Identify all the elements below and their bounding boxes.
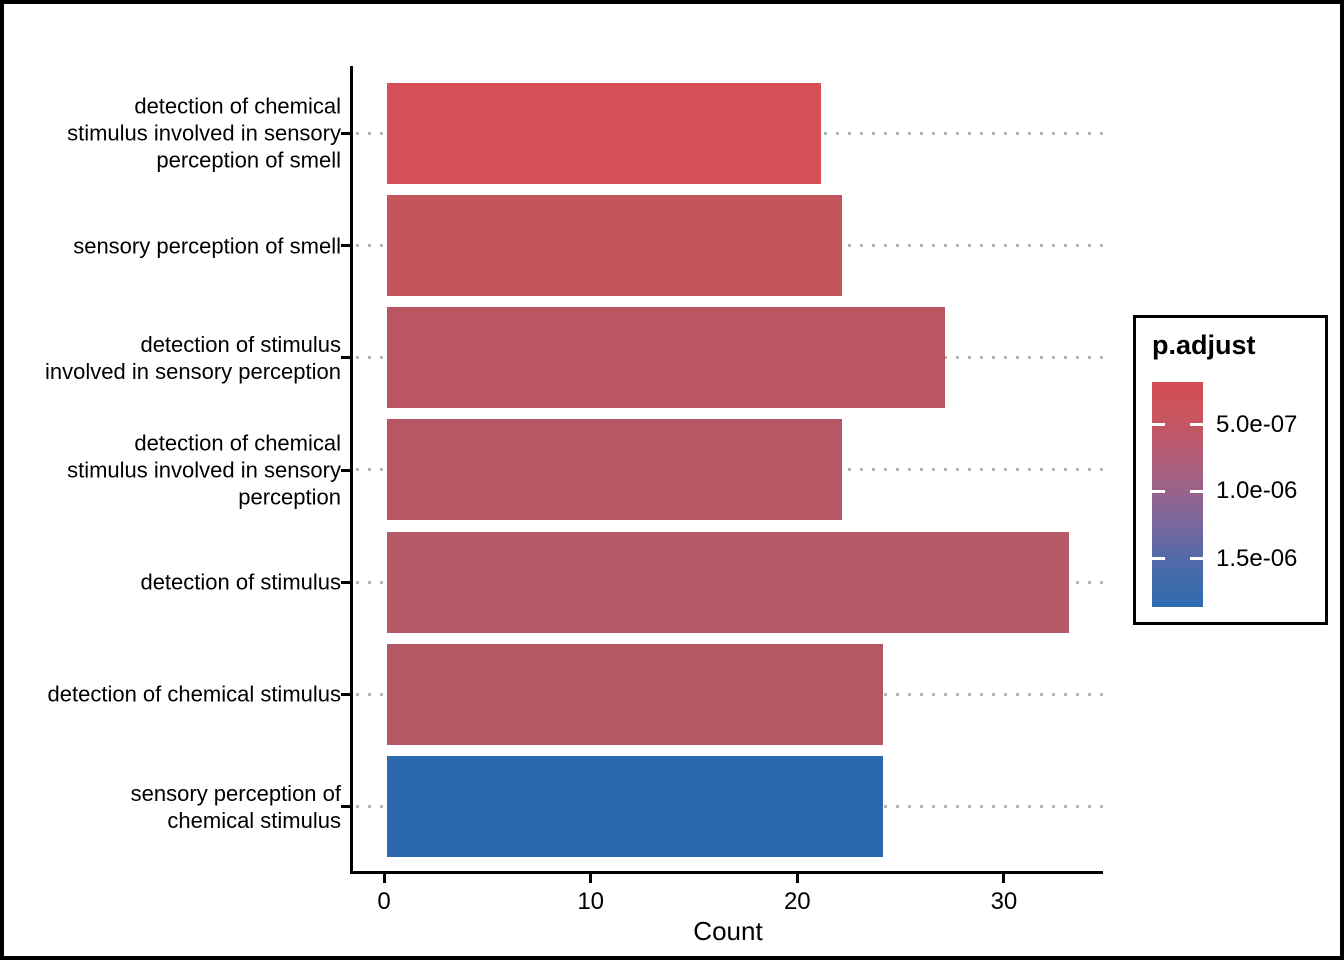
bar-row	[356, 77, 1103, 189]
y-tick-mark	[341, 580, 350, 584]
legend-gradient-tick-left	[1152, 423, 1165, 427]
legend-gradient-tick-right	[1190, 557, 1203, 561]
x-tick-mark	[382, 874, 386, 883]
x-tick-label: 0	[377, 888, 391, 915]
x-tick-label: 30	[990, 888, 1018, 915]
bar	[387, 531, 1069, 633]
y-axis-label: sensory perception of chemical stimulus	[130, 780, 341, 833]
legend-gradient-tick-left	[1152, 557, 1165, 561]
bar-row	[356, 526, 1103, 638]
bar-row	[356, 189, 1103, 301]
y-tick-mark	[341, 356, 350, 360]
y-tick-mark	[341, 805, 350, 809]
bar	[387, 195, 842, 297]
legend-tick-label: 1.5e-06	[1216, 544, 1298, 572]
legend-gradient-tick-right	[1190, 423, 1203, 427]
y-axis-label: detection of stimulus involved in sensory…	[45, 331, 341, 384]
y-axis-label: detection of chemical stimulus involved i…	[67, 93, 341, 173]
y-tick-mark	[341, 131, 350, 135]
bar	[387, 756, 883, 858]
plot-panel	[350, 66, 1103, 874]
legend-tick-label: 1.0e-06	[1216, 477, 1298, 505]
x-tick-label: 10	[577, 888, 605, 915]
x-tick-mark	[1002, 874, 1006, 883]
bar	[387, 82, 821, 184]
y-axis-label: sensory perception of smell	[73, 233, 341, 259]
legend-gradient-bar	[1152, 382, 1203, 607]
x-axis-title: Count	[693, 916, 763, 946]
y-tick-mark	[341, 468, 350, 472]
x-tick-mark	[589, 874, 593, 883]
bar	[387, 643, 883, 745]
y-axis-label: detection of chemical stimulus	[47, 681, 341, 707]
legend-gradient-tick-left	[1152, 489, 1165, 493]
legend-title: p.adjust	[1152, 330, 1256, 360]
bar	[387, 419, 842, 521]
y-axis-label: detection of stimulus	[140, 569, 341, 595]
legend: p.adjust 5.0e-07 1.0e-06 1.5e-06	[1133, 315, 1328, 625]
legend-gradient-tick-right	[1190, 489, 1203, 493]
legend-tick-label: 5.0e-07	[1216, 410, 1298, 438]
bar-row	[356, 414, 1103, 526]
x-tick-label: 20	[783, 888, 811, 915]
bar-row	[356, 751, 1103, 863]
bar-row	[356, 302, 1103, 414]
y-axis-label: detection of chemical stimulus involved i…	[67, 430, 341, 510]
y-tick-mark	[341, 692, 350, 696]
x-tick-mark	[795, 874, 799, 883]
bar	[387, 307, 945, 409]
y-tick-mark	[341, 244, 350, 248]
bar-row	[356, 638, 1103, 750]
